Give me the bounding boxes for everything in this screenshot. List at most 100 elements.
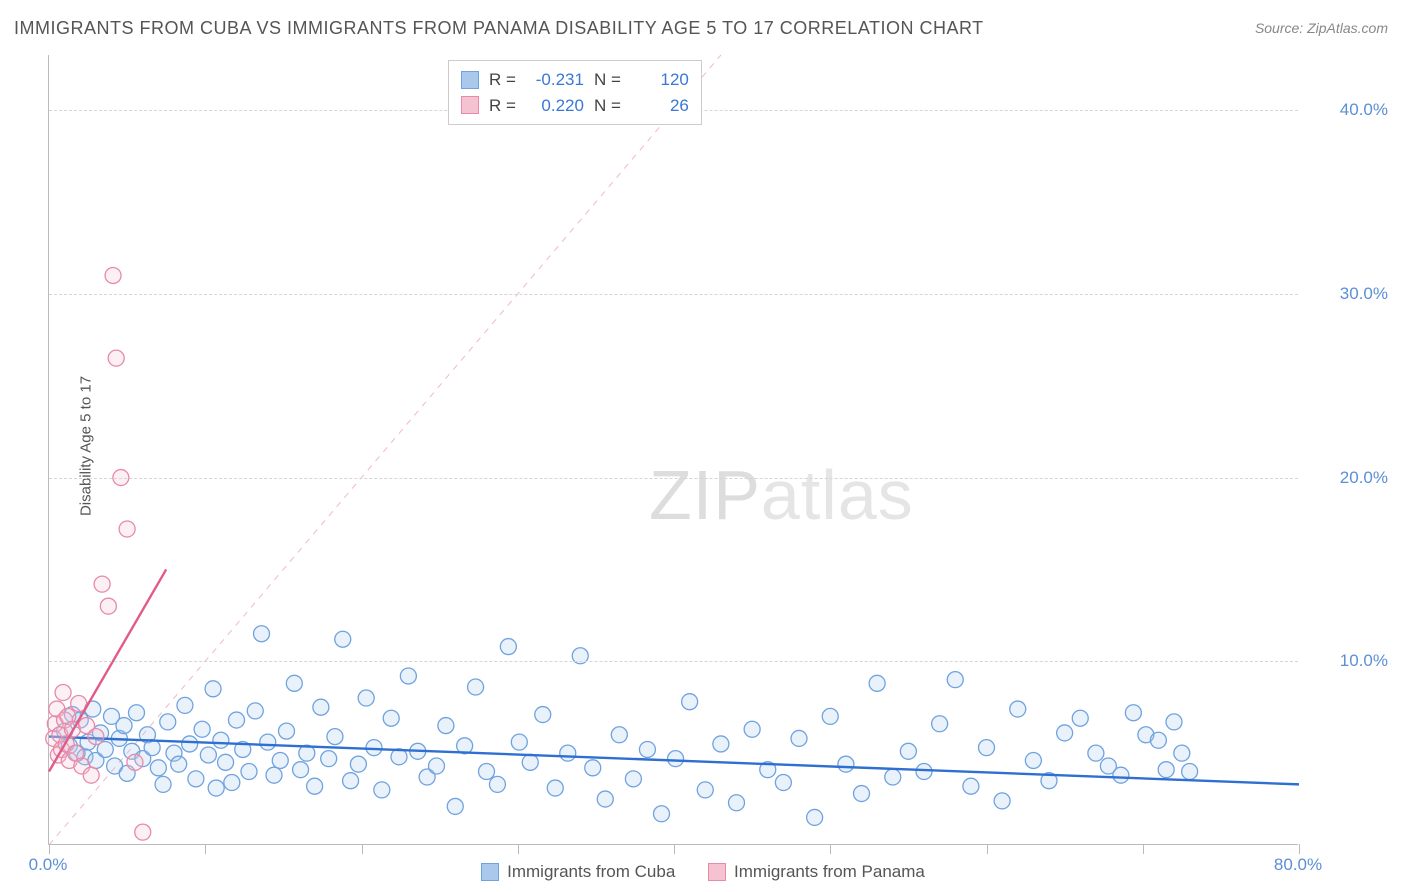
x-tick-label: 0.0% bbox=[29, 855, 68, 875]
legend-label-cuba: Immigrants from Cuba bbox=[507, 862, 675, 882]
gridline-h bbox=[49, 661, 1298, 662]
data-point bbox=[713, 736, 729, 752]
data-point bbox=[775, 775, 791, 791]
scatter-svg bbox=[49, 55, 1298, 844]
swatch-panama bbox=[461, 96, 479, 114]
data-point bbox=[838, 756, 854, 772]
r-value-cuba: -0.231 bbox=[526, 67, 584, 93]
n-value-cuba: 120 bbox=[631, 67, 689, 93]
data-point bbox=[447, 798, 463, 814]
x-tick-label: 80.0% bbox=[1274, 855, 1322, 875]
x-tick bbox=[49, 844, 50, 854]
y-tick-label: 20.0% bbox=[1340, 468, 1388, 488]
data-point bbox=[654, 806, 670, 822]
data-point bbox=[150, 760, 166, 776]
r-label: R = bbox=[489, 67, 516, 93]
data-point bbox=[241, 764, 257, 780]
data-point bbox=[885, 769, 901, 785]
data-point bbox=[1057, 725, 1073, 741]
data-point bbox=[597, 791, 613, 807]
series-legend: Immigrants from Cuba Immigrants from Pan… bbox=[0, 862, 1406, 886]
data-point bbox=[127, 754, 143, 770]
data-point bbox=[374, 782, 390, 798]
data-point bbox=[350, 756, 366, 772]
data-point bbox=[1182, 764, 1198, 780]
data-point bbox=[916, 764, 932, 780]
data-point bbox=[260, 734, 276, 750]
data-point bbox=[129, 705, 145, 721]
data-point bbox=[205, 681, 221, 697]
data-point bbox=[625, 771, 641, 787]
n-value-panama: 26 bbox=[631, 93, 689, 119]
data-point bbox=[1150, 732, 1166, 748]
chart-title: IMMIGRANTS FROM CUBA VS IMMIGRANTS FROM … bbox=[14, 18, 984, 39]
legend-label-panama: Immigrants from Panama bbox=[734, 862, 925, 882]
data-point bbox=[682, 694, 698, 710]
swatch-panama-icon bbox=[708, 863, 726, 881]
data-point bbox=[489, 776, 505, 792]
data-point bbox=[1010, 701, 1026, 717]
data-point bbox=[135, 824, 151, 840]
plot-area: ZIPatlas bbox=[48, 55, 1298, 845]
data-point bbox=[177, 697, 193, 713]
data-point bbox=[639, 741, 655, 757]
gridline-h bbox=[49, 478, 1298, 479]
data-point bbox=[171, 756, 187, 772]
chart-container: IMMIGRANTS FROM CUBA VS IMMIGRANTS FROM … bbox=[0, 0, 1406, 892]
data-point bbox=[116, 718, 132, 734]
data-point bbox=[100, 598, 116, 614]
swatch-cuba-icon bbox=[481, 863, 499, 881]
data-point bbox=[479, 764, 495, 780]
data-point bbox=[729, 795, 745, 811]
x-tick bbox=[674, 844, 675, 854]
data-point bbox=[744, 721, 760, 737]
data-point bbox=[697, 782, 713, 798]
source-label: Source: ZipAtlas.com bbox=[1255, 20, 1388, 36]
legend-item-panama: Immigrants from Panama bbox=[708, 862, 925, 882]
data-point bbox=[963, 778, 979, 794]
data-point bbox=[400, 668, 416, 684]
data-point bbox=[200, 747, 216, 763]
data-point bbox=[213, 732, 229, 748]
data-point bbox=[293, 762, 309, 778]
x-tick bbox=[518, 844, 519, 854]
data-point bbox=[358, 690, 374, 706]
data-point bbox=[119, 521, 135, 537]
data-point bbox=[218, 754, 234, 770]
data-point bbox=[1125, 705, 1141, 721]
data-point bbox=[979, 740, 995, 756]
data-point bbox=[535, 707, 551, 723]
data-point bbox=[279, 723, 295, 739]
y-tick-label: 40.0% bbox=[1340, 100, 1388, 120]
gridline-h bbox=[49, 294, 1298, 295]
data-point bbox=[947, 672, 963, 688]
data-point bbox=[272, 752, 288, 768]
data-point bbox=[182, 736, 198, 752]
data-point bbox=[247, 703, 263, 719]
data-point bbox=[307, 778, 323, 794]
data-point bbox=[560, 745, 576, 761]
data-point bbox=[500, 639, 516, 655]
data-point bbox=[1072, 710, 1088, 726]
data-point bbox=[869, 675, 885, 691]
data-point bbox=[343, 773, 359, 789]
data-point bbox=[438, 718, 454, 734]
data-point bbox=[105, 267, 121, 283]
data-point bbox=[900, 743, 916, 759]
data-point bbox=[547, 780, 563, 796]
data-point bbox=[335, 631, 351, 647]
data-point bbox=[1025, 752, 1041, 768]
r-label: R = bbox=[489, 93, 516, 119]
correlation-legend: R = -0.231 N = 120 R = 0.220 N = 26 bbox=[448, 60, 702, 125]
data-point bbox=[511, 734, 527, 750]
data-point bbox=[1088, 745, 1104, 761]
data-point bbox=[155, 776, 171, 792]
legend-row-panama: R = 0.220 N = 26 bbox=[461, 93, 689, 119]
swatch-cuba bbox=[461, 71, 479, 89]
x-tick bbox=[205, 844, 206, 854]
x-tick bbox=[1299, 844, 1300, 854]
data-point bbox=[94, 576, 110, 592]
data-point bbox=[822, 708, 838, 724]
n-label: N = bbox=[594, 93, 621, 119]
data-point bbox=[83, 767, 99, 783]
